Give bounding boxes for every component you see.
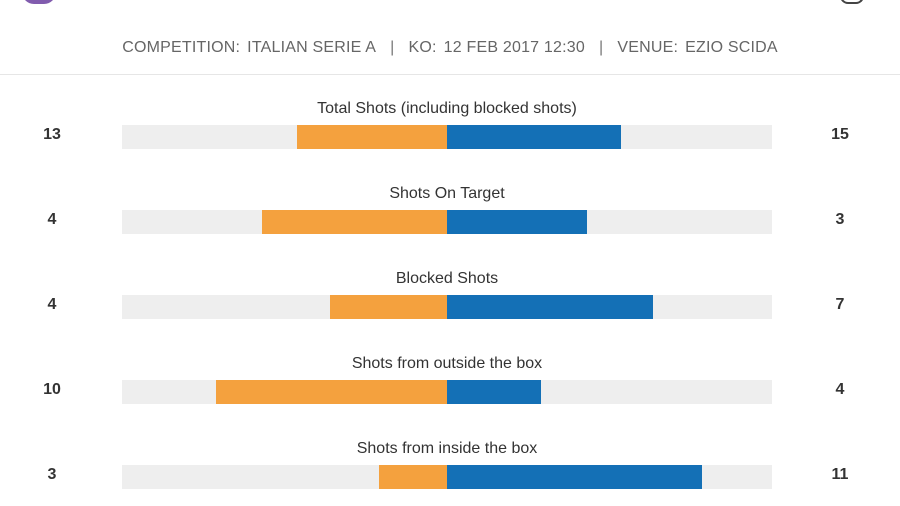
away-bar (447, 210, 587, 234)
home-bar (262, 210, 447, 234)
match-info-bar: COMPETITION: ITALIAN SERIE A | KO: 12 FE… (0, 36, 900, 60)
separator: | (390, 39, 395, 56)
home-value: 4 (47, 211, 57, 228)
stat-row-total-shots: Total Shots (including blocked shots) 13… (0, 100, 900, 160)
venue-value: EZIO SCIDA (685, 39, 778, 56)
competition-value: ITALIAN SERIE A (247, 39, 377, 56)
home-value: 4 (47, 296, 57, 313)
divider (0, 74, 900, 75)
home-value: 13 (43, 126, 61, 143)
home-value: 10 (43, 381, 61, 398)
separator: | (598, 39, 604, 56)
stat-row-shots-on-target: Shots On Target 4 3 (0, 185, 900, 245)
away-value: 3 (835, 211, 845, 228)
stat-bar-track (122, 125, 772, 149)
away-team-crest-icon (840, 0, 864, 4)
stat-row-shots-outside-box: Shots from outside the box 10 4 (0, 355, 900, 415)
stat-bar-track (122, 465, 772, 489)
stat-title: Blocked Shots (395, 270, 499, 287)
home-bar (216, 380, 447, 404)
stat-bar-track (122, 210, 772, 234)
away-value: 11 (831, 466, 849, 483)
stat-row-blocked-shots: Blocked Shots 4 7 (0, 270, 900, 330)
away-bar (447, 295, 653, 319)
away-value: 15 (831, 126, 849, 143)
stat-bar-track (122, 380, 772, 404)
away-value: 4 (835, 381, 845, 398)
venue-label: VENUE: (617, 39, 679, 56)
home-bar (297, 125, 447, 149)
away-value: 7 (835, 296, 845, 313)
home-bar (330, 295, 447, 319)
kickoff-label: KO: (408, 39, 437, 56)
home-bar (379, 465, 447, 489)
stat-bar-track (122, 295, 772, 319)
stat-title: Shots from inside the box (356, 440, 538, 457)
competition-label: COMPETITION: (122, 39, 241, 56)
kickoff-value: 12 FEB 2017 12:30 (443, 39, 585, 56)
away-bar (447, 380, 541, 404)
away-bar (447, 125, 621, 149)
away-bar (447, 465, 702, 489)
home-value: 3 (47, 466, 57, 483)
stat-title: Total Shots (including blocked shots) (317, 100, 577, 117)
home-team-crest-icon (22, 0, 56, 4)
stat-title: Shots from outside the box (351, 355, 543, 372)
stat-title: Shots On Target (389, 185, 505, 202)
stat-row-shots-inside-box: Shots from inside the box 3 11 (0, 440, 900, 500)
